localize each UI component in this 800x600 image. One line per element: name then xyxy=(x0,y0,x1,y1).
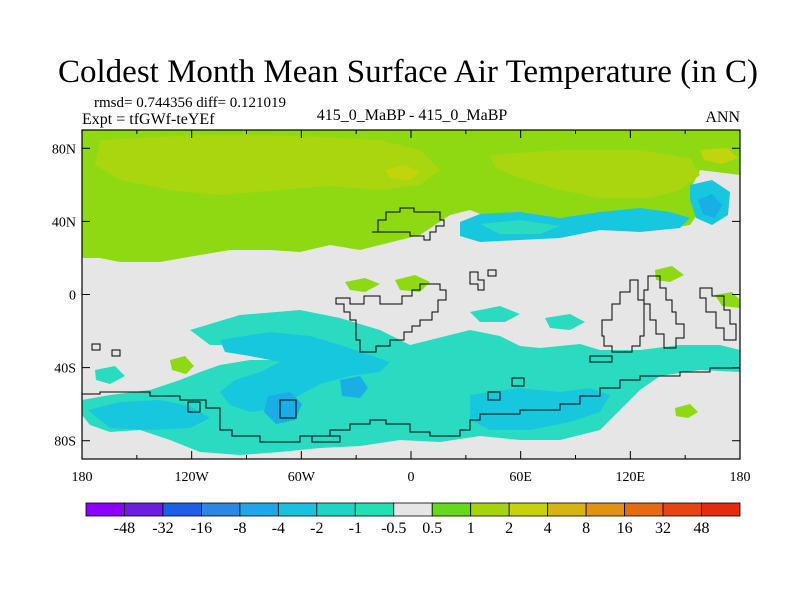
x-tick-label: 60W xyxy=(288,470,316,485)
colorbar-label: -2 xyxy=(310,520,323,537)
coast-islands-east xyxy=(699,287,737,341)
colorbar-swatch xyxy=(547,502,587,517)
colorbar-label: 8 xyxy=(582,520,590,537)
colorbar-label: 32 xyxy=(655,520,671,537)
colorbar-label: 4 xyxy=(544,520,552,537)
colorbar-label: 1 xyxy=(467,520,475,537)
colorbar-swatch xyxy=(239,502,279,517)
y-tick-label: 80S xyxy=(54,435,76,450)
coast-south-america xyxy=(335,283,447,353)
colorbar-swatch xyxy=(124,502,164,517)
region-negative-atlantic-spot xyxy=(470,306,520,322)
period-label: ANN xyxy=(705,109,740,126)
coast-west-land xyxy=(91,343,121,357)
colorbar-label: -4 xyxy=(272,520,285,537)
region-negative-south-core-b xyxy=(340,376,368,398)
x-tick-label: 180 xyxy=(72,470,93,485)
colorbar-swatch xyxy=(316,502,356,517)
colorbar-swatch xyxy=(508,502,549,517)
chart-title: Coldest Month Mean Surface Air Temperatu… xyxy=(58,54,758,90)
colorbar-label: 2 xyxy=(505,520,513,537)
colorbar-label: 16 xyxy=(617,520,633,537)
colorbar-swatch xyxy=(354,502,395,517)
colorbar-swatch xyxy=(201,502,241,517)
coastlines xyxy=(82,207,740,443)
y-tick-label: 80N xyxy=(52,142,76,157)
colorbar-swatch xyxy=(85,502,125,517)
x-tick-label: 180 xyxy=(730,470,751,485)
x-tick-label: 120E xyxy=(616,470,646,485)
coast-south-pacific-block xyxy=(187,399,341,443)
region-positive-north-band xyxy=(95,135,440,195)
colorbar-label: -48 xyxy=(114,520,135,537)
x-tick-label: 0 xyxy=(408,470,415,485)
colorbar-label: -16 xyxy=(191,520,212,537)
y-tick-label: 40S xyxy=(54,362,76,377)
region-positive-tropics-b xyxy=(345,278,380,292)
colorbar-swatch xyxy=(585,502,625,517)
colorbar-label: -0.5 xyxy=(381,520,406,537)
x-tick-label: 120W xyxy=(175,470,210,485)
region-positive-tropics-d xyxy=(655,266,684,282)
region-negative-south-west-band xyxy=(88,400,210,430)
colorbar-swatch xyxy=(162,502,202,517)
colorbar-swatch xyxy=(431,502,472,517)
colorbar-swatch xyxy=(277,502,318,517)
map-field xyxy=(82,130,740,459)
region-positive-tropics-a xyxy=(395,275,430,292)
region-positive-north-high xyxy=(490,150,700,198)
region-negative-pacific-strip xyxy=(560,350,700,370)
coast-australia xyxy=(601,279,645,353)
region-negative-west-spot xyxy=(95,366,125,384)
colorbar: -48 -32 -16 -8 -4 -2 -1 -0.5 0.5 1 2 4 8 16 32 48 xyxy=(85,502,741,537)
colorbar-swatch xyxy=(662,502,702,517)
colorbar-label: -32 xyxy=(152,520,173,537)
stats-line: rmsd= 0.744356 diff= 0.121019 xyxy=(94,95,286,111)
colorbar-label: 48 xyxy=(694,520,710,537)
region-negative-northeast-core xyxy=(480,220,560,234)
coast-north-america xyxy=(372,207,445,241)
experiment-line: Expt = tfGWf-teYEf xyxy=(82,111,215,128)
region-positive-tropics-c xyxy=(170,356,194,374)
colorbar-swatch xyxy=(701,502,741,517)
comparison-label: 415_0_MaBP - 415_0_MaBP xyxy=(317,107,508,124)
colorbar-label: 0.5 xyxy=(422,520,442,537)
region-negative-south-east xyxy=(470,388,610,430)
colorbar-label: -1 xyxy=(349,520,362,537)
y-tick-label: 0 xyxy=(69,289,76,304)
colorbar-label: -8 xyxy=(233,520,246,537)
y-tick-label: 40N xyxy=(52,215,76,230)
region-positive-spot-ne xyxy=(700,148,738,164)
region-negative-arctic-core xyxy=(698,194,722,218)
colorbar-swatch xyxy=(393,502,433,517)
coast-southeast xyxy=(643,275,685,349)
colorbar-swatch xyxy=(470,502,510,517)
region-positive-spot xyxy=(385,165,420,180)
region-positive-south-small xyxy=(675,404,698,418)
x-tick-label: 60E xyxy=(509,470,532,485)
coast-antarctica xyxy=(82,367,740,443)
coast-indian-ocean xyxy=(487,355,613,401)
coast-caribbean xyxy=(469,269,497,291)
y-axis: 80N 40N 0 40S 80S xyxy=(52,142,740,450)
region-negative-south-mid xyxy=(220,332,390,412)
colorbar-swatch xyxy=(624,502,664,517)
x-axis: 180 120W 60W 0 60E 120E 180 xyxy=(72,130,751,485)
region-negative-indian-spot xyxy=(545,314,585,330)
